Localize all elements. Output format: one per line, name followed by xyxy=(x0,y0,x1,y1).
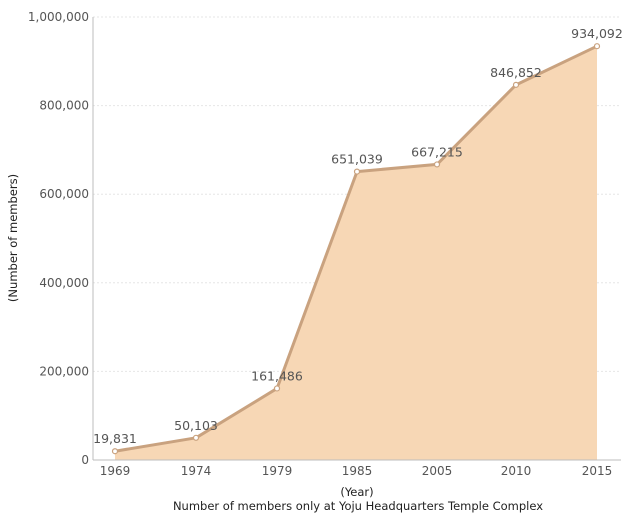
data-point xyxy=(433,161,441,168)
data-point xyxy=(273,385,281,392)
x-tick-label: 1985 xyxy=(342,464,373,478)
x-tick-label: 2005 xyxy=(422,464,453,478)
data-point xyxy=(353,168,361,175)
data-label: 19,831 xyxy=(93,431,137,446)
area-fill xyxy=(115,46,597,461)
chart-caption: Number of members only at Yoju Headquart… xyxy=(173,499,543,513)
y-tick-label: 800,000 xyxy=(39,99,89,113)
data-point xyxy=(512,81,520,88)
x-tick-label: 1979 xyxy=(262,464,293,478)
axes: 0 200,000 400,000 600,000 800,000 1,000,000 19… xyxy=(28,10,621,478)
data-label: 846,852 xyxy=(490,65,542,80)
y-tick-label: 1,000,000 xyxy=(28,10,89,24)
x-tick-label: 2015 xyxy=(582,464,613,478)
data-label: 50,103 xyxy=(174,418,218,433)
x-tick-label: 2010 xyxy=(501,464,532,478)
y-tick-label: 200,000 xyxy=(39,364,89,378)
y-tick-label: 0 xyxy=(81,453,89,467)
data-point xyxy=(111,448,119,455)
data-label: 161,486 xyxy=(251,368,303,383)
x-tick-label: 1969 xyxy=(100,464,131,478)
data-point xyxy=(192,434,200,441)
x-axis-title: (Year) xyxy=(340,485,373,499)
data-label: 651,039 xyxy=(331,152,383,167)
data-label: 667,215 xyxy=(411,144,463,159)
area-series xyxy=(111,43,601,461)
y-axis-title: (Number of members) xyxy=(6,174,20,302)
data-point xyxy=(593,43,601,50)
y-tick-label: 400,000 xyxy=(39,276,89,290)
y-tick-label: 600,000 xyxy=(39,187,89,201)
data-labels: 19,831 50,103 161,486 651,039 667,215 846,852… xyxy=(93,26,623,446)
x-tick-label: 1974 xyxy=(181,464,212,478)
data-label: 934,092 xyxy=(571,26,623,41)
